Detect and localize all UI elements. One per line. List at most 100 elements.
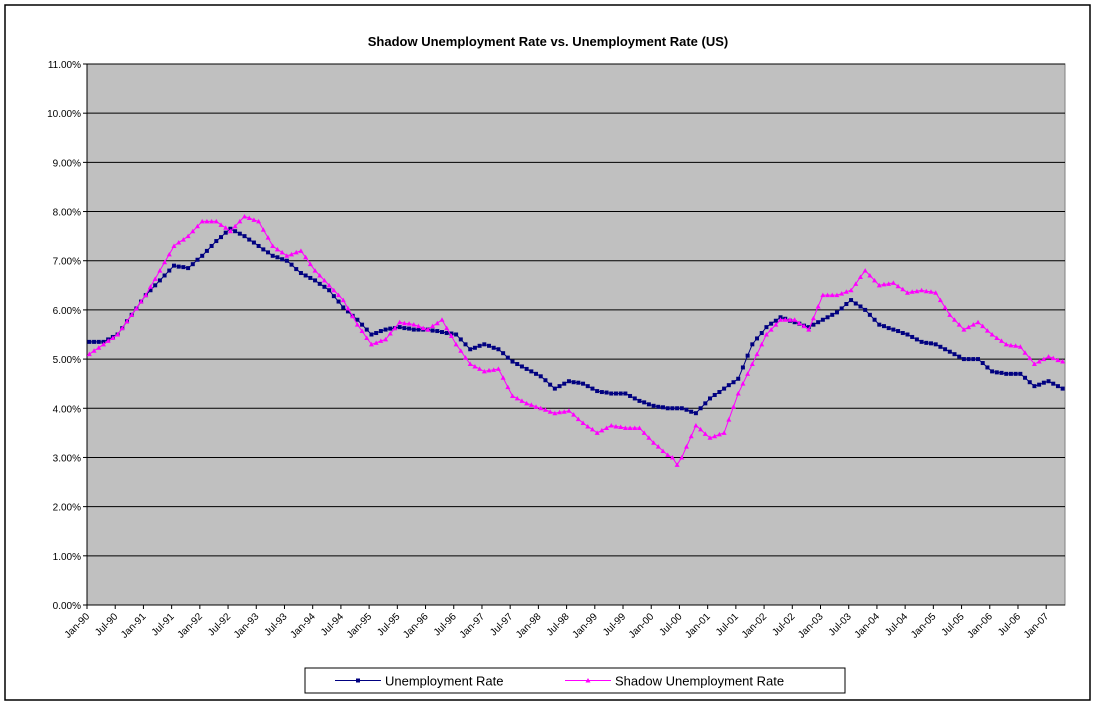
data-point	[407, 326, 412, 331]
data-point	[265, 235, 271, 240]
data-point	[622, 425, 628, 430]
data-point	[937, 297, 943, 303]
data-point	[646, 402, 651, 407]
data-point	[350, 313, 356, 319]
data-point	[971, 357, 976, 362]
data-point	[486, 367, 492, 373]
data-point	[1004, 371, 1009, 376]
data-point	[669, 454, 675, 460]
data-point	[825, 315, 830, 320]
data-point	[820, 317, 825, 322]
data-point	[839, 306, 844, 311]
data-point	[444, 325, 450, 331]
data-point	[148, 288, 153, 293]
data-point	[919, 339, 924, 344]
y-tick-label: 4.00%	[53, 404, 81, 415]
data-point	[360, 322, 365, 327]
data-point	[660, 448, 666, 454]
data-point	[213, 218, 219, 224]
data-point	[839, 291, 845, 296]
data-point	[853, 281, 859, 286]
data-point	[707, 435, 713, 440]
data-point	[397, 319, 403, 325]
data-point	[806, 327, 812, 332]
data-point	[763, 332, 769, 337]
data-point	[491, 367, 497, 372]
data-point	[787, 317, 793, 322]
data-point	[322, 284, 327, 289]
data-point	[313, 278, 318, 283]
data-point	[970, 322, 976, 327]
data-point	[910, 334, 915, 339]
data-point	[905, 332, 910, 337]
data-point	[825, 292, 831, 298]
data-point	[1037, 382, 1042, 387]
data-point	[364, 335, 370, 340]
data-point	[420, 325, 426, 331]
data-point	[674, 462, 680, 467]
data-point	[561, 409, 567, 414]
data-point	[810, 315, 816, 321]
data-point	[261, 247, 266, 252]
data-point	[501, 351, 506, 356]
data-point	[651, 440, 657, 445]
data-point	[487, 343, 492, 348]
data-point	[533, 404, 539, 409]
data-point	[528, 402, 534, 407]
y-tick-label: 2.00%	[53, 503, 81, 514]
data-point	[468, 347, 473, 352]
data-point	[782, 317, 788, 322]
data-point	[368, 341, 374, 347]
data-point	[402, 326, 407, 331]
data-point	[961, 327, 967, 332]
data-point	[604, 425, 610, 430]
data-point	[923, 288, 929, 294]
data-point	[627, 425, 633, 430]
data-point	[364, 327, 369, 332]
data-point	[275, 255, 280, 260]
data-point	[590, 386, 595, 391]
data-point	[514, 395, 520, 401]
data-point	[708, 396, 713, 401]
data-point	[124, 318, 130, 324]
data-point	[524, 366, 529, 371]
y-tick-label: 7.00%	[53, 257, 81, 268]
data-point	[566, 408, 572, 413]
data-point	[562, 381, 567, 386]
data-point	[529, 369, 534, 374]
data-point	[933, 290, 939, 295]
data-point	[199, 218, 205, 224]
data-point	[1041, 356, 1047, 362]
data-point	[646, 435, 652, 440]
data-point	[96, 345, 102, 350]
data-point	[853, 301, 858, 306]
y-tick-label: 8.00%	[53, 208, 81, 219]
data-point	[260, 227, 266, 232]
data-point	[1055, 384, 1060, 389]
data-point	[415, 323, 421, 329]
data-point	[994, 370, 999, 375]
data-point	[538, 405, 544, 411]
data-point	[1031, 361, 1037, 367]
data-point	[862, 268, 868, 273]
data-point	[989, 332, 995, 337]
data-point	[355, 317, 360, 322]
data-point	[815, 303, 821, 309]
data-point	[219, 235, 224, 240]
data-point	[171, 263, 176, 268]
data-point	[693, 422, 699, 428]
data-point	[542, 407, 548, 412]
data-point	[1027, 355, 1033, 361]
data-point	[454, 332, 459, 337]
data-point	[303, 273, 308, 278]
data-point	[444, 331, 449, 336]
data-point	[246, 215, 252, 220]
data-point	[1008, 371, 1013, 376]
data-point	[693, 411, 698, 416]
data-point	[636, 425, 642, 430]
data-point	[166, 251, 172, 257]
data-point	[999, 338, 1005, 343]
data-point	[223, 225, 229, 230]
data-point	[623, 391, 628, 396]
data-point	[844, 302, 849, 307]
